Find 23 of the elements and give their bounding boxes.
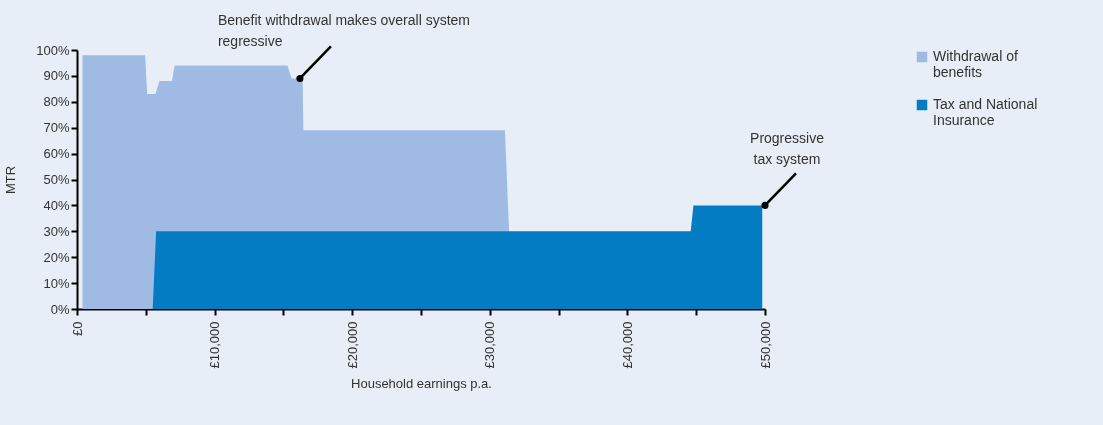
y-tick-label: 90%: [43, 68, 70, 84]
y-axis-title: MTR: [3, 165, 19, 195]
x-tick-label: £30,000: [482, 321, 498, 369]
x-tick-label: £40,000: [619, 321, 635, 369]
y-tick-label: 30%: [43, 223, 70, 239]
annotation: Benefit withdrawal makes overall system regressive: [217, 12, 471, 50]
legend-label: Tax and National Insurance: [933, 96, 1038, 128]
x-tick-label: £20,000: [344, 321, 360, 369]
x-tick-label: £10,000: [207, 321, 223, 369]
x-tick-label: £50,000: [757, 321, 773, 369]
y-tick-label: 50%: [43, 172, 70, 187]
y-tick-label: 60%: [43, 146, 70, 162]
x-tick-label: £0: [69, 321, 85, 336]
annotation: Progressive tax system: [750, 130, 825, 168]
x-axis-title: Household earnings p.a.: [351, 376, 492, 392]
y-tick-label: 80%: [43, 94, 70, 110]
y-tick-label: 10%: [43, 275, 70, 291]
y-tick-label: 70%: [43, 120, 70, 136]
y-tick-label: 100%: [36, 42, 70, 58]
y-tick-label: 40%: [43, 197, 70, 213]
legend-label: Withdrawal of benefits: [933, 48, 1018, 80]
y-tick-label: 0%: [50, 301, 70, 317]
y-tick-label: 20%: [43, 249, 70, 265]
